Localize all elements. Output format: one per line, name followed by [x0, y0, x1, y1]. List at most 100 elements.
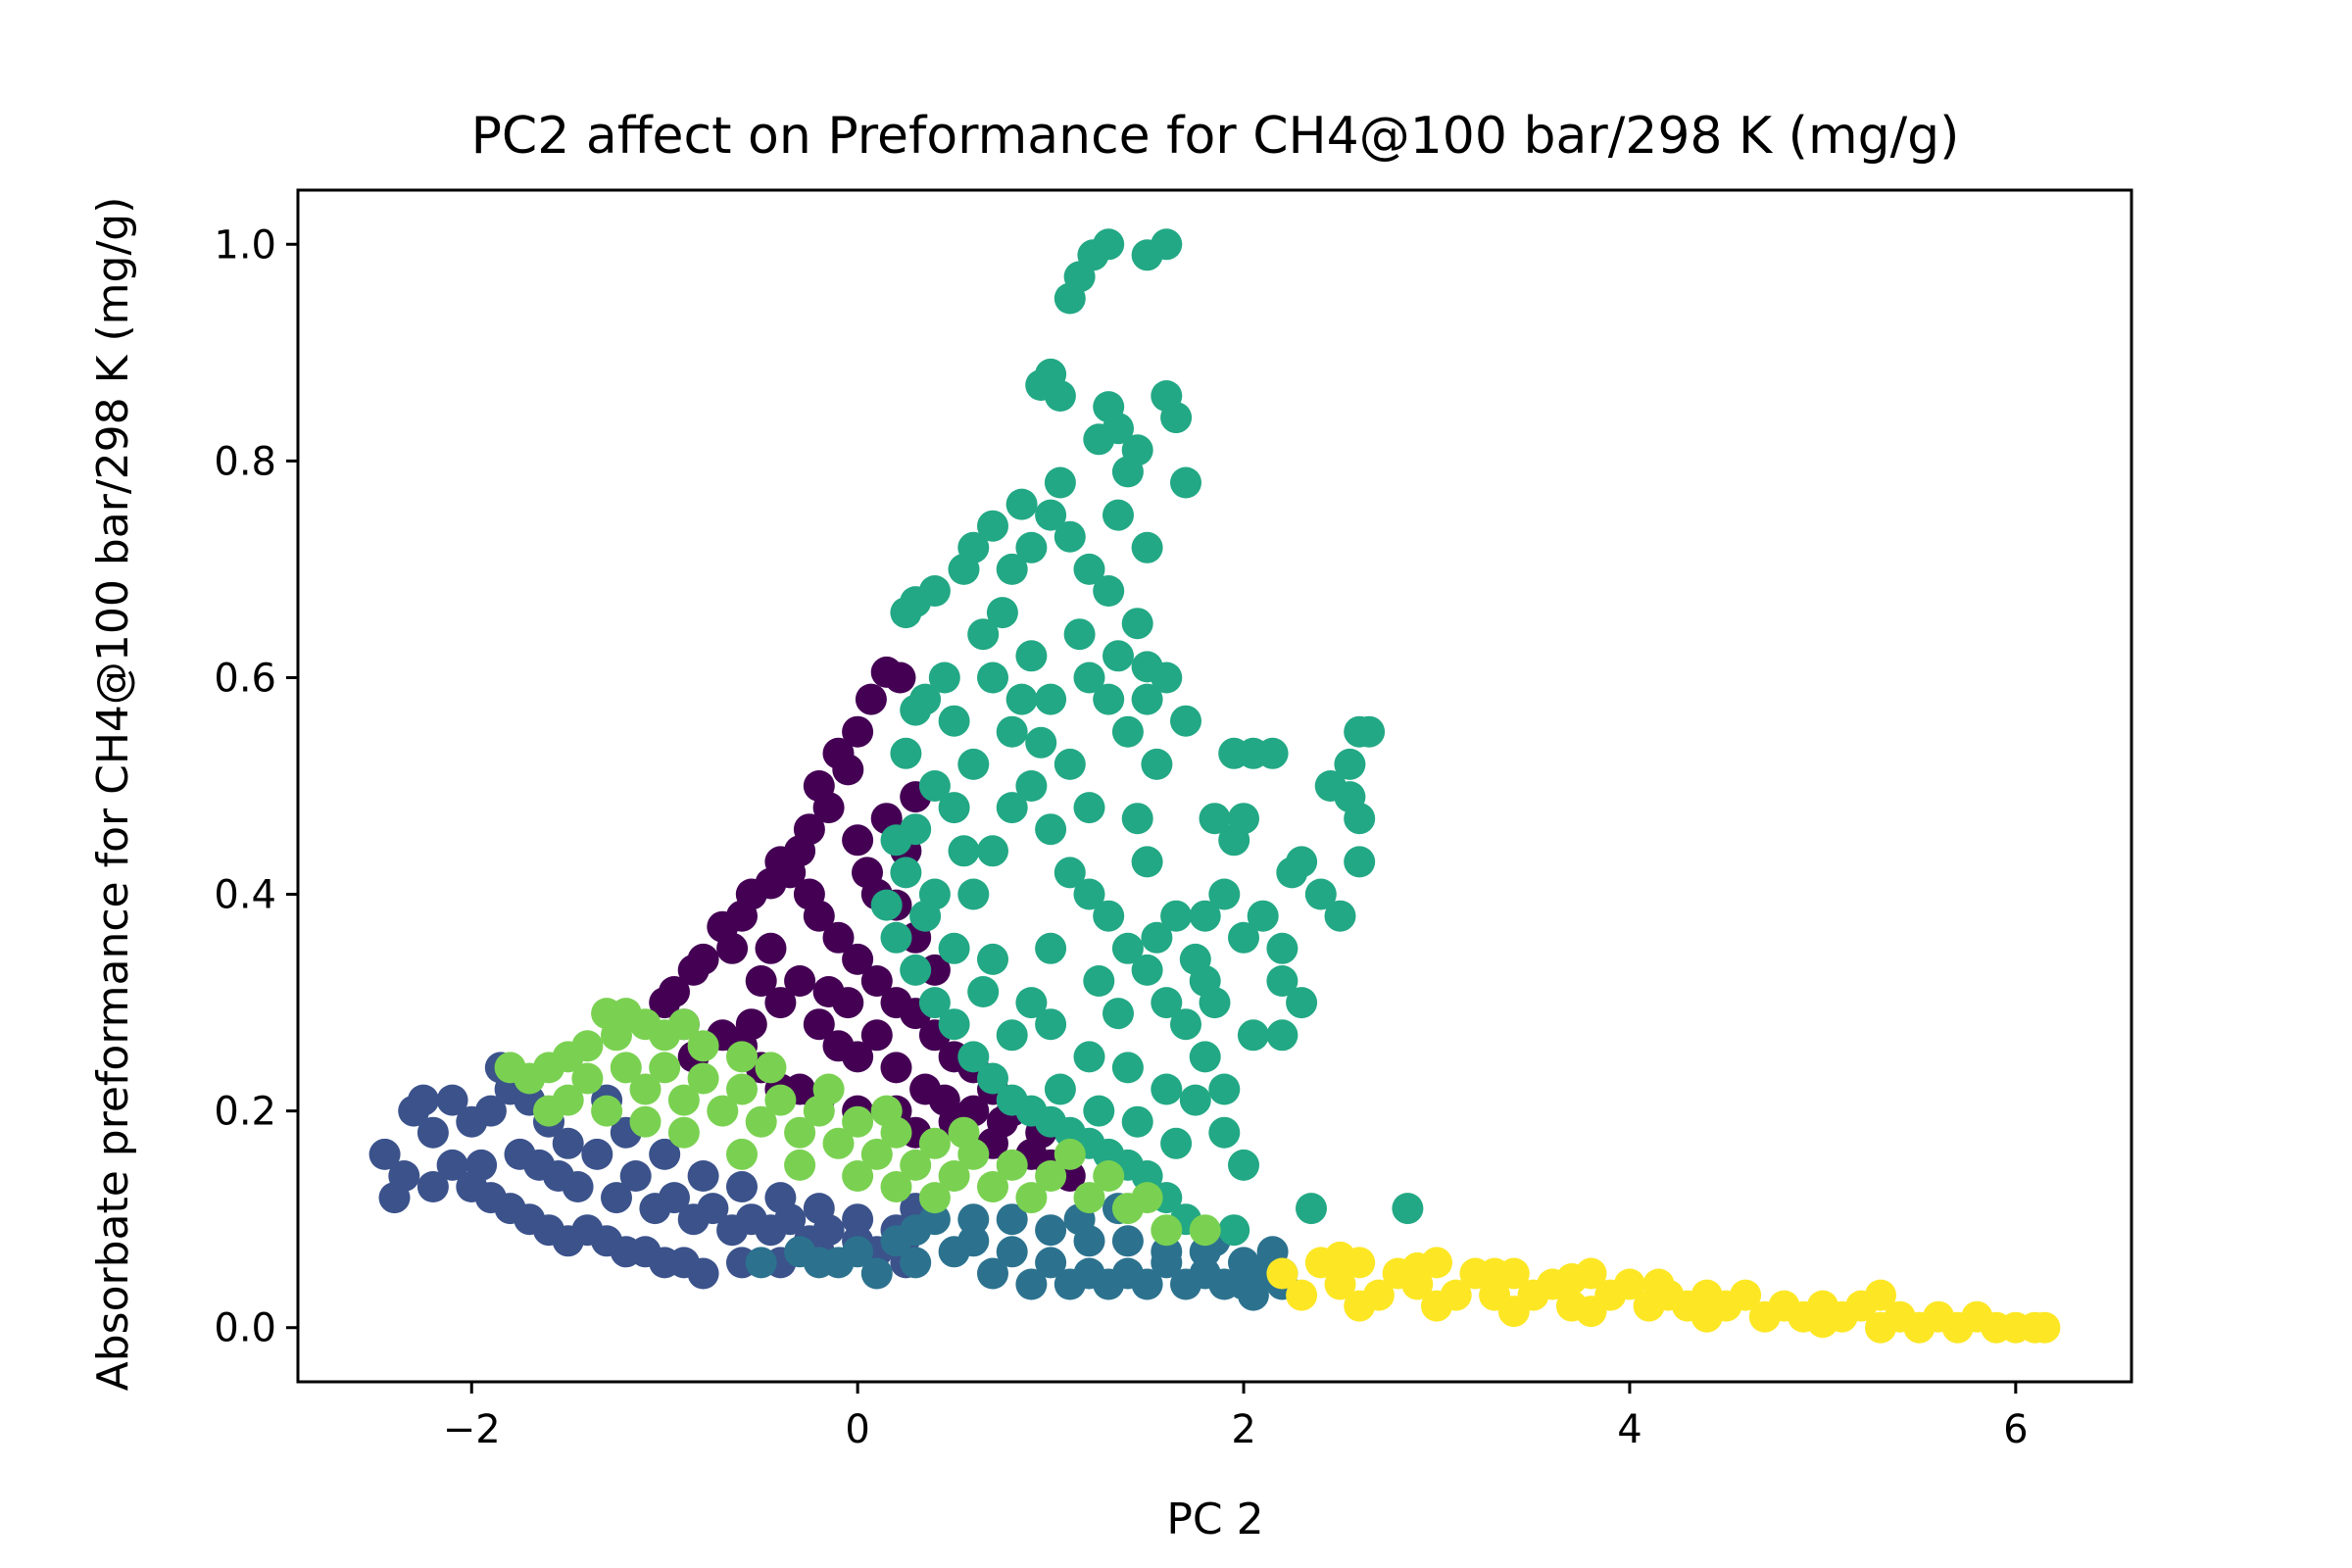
scatter-point — [1073, 662, 1105, 694]
scatter-point — [977, 1062, 1008, 1095]
y-tick-label: 0.4 — [214, 873, 276, 918]
scatter-point — [581, 1138, 613, 1170]
scatter-point — [909, 683, 942, 715]
scatter-point — [1421, 1290, 1452, 1322]
scatter-point — [1131, 846, 1163, 878]
scatter-point — [735, 1203, 767, 1236]
scatter-point — [918, 770, 951, 802]
scatter-point — [909, 900, 942, 932]
scatter-point — [842, 943, 874, 975]
scatter-point — [1151, 987, 1183, 1019]
scatter-point — [1266, 1019, 1298, 1052]
scatter-point — [1131, 239, 1163, 271]
scatter-point — [1286, 846, 1318, 878]
scatter-point — [996, 1149, 1028, 1181]
scatter-point — [822, 921, 855, 954]
scatter-point — [957, 1041, 990, 1073]
scatter-point — [677, 954, 710, 986]
scatter-point — [1189, 1041, 1221, 1073]
x-tick-label: −2 — [443, 1407, 501, 1452]
scatter-point — [629, 1073, 662, 1105]
scatter-point — [1083, 965, 1115, 997]
scatter-point — [938, 1008, 970, 1041]
scatter-point — [1497, 1296, 1530, 1328]
scatter-point — [745, 1105, 777, 1138]
scatter-point — [1131, 1160, 1163, 1192]
scatter-point — [884, 662, 916, 694]
scatter-point — [1690, 1300, 1723, 1333]
scatter-point — [822, 1127, 855, 1159]
scatter-point — [860, 965, 893, 997]
scatter-point — [1344, 803, 1376, 835]
x-axis: −2 0 2 4 6 — [443, 1382, 2029, 1452]
scatter-point — [1035, 1214, 1067, 1247]
y-tick-label: 0.0 — [214, 1306, 276, 1351]
scatter-point — [1256, 737, 1289, 769]
scatter-point — [619, 1160, 652, 1192]
scatter-point — [1228, 1247, 1259, 1279]
scatter-point — [1015, 1268, 1048, 1300]
scatter-point — [1575, 1296, 1607, 1328]
scatter-point — [784, 965, 816, 997]
scatter-point — [1111, 932, 1144, 964]
scatter-point — [1344, 1290, 1376, 1322]
scatter-point — [957, 1225, 990, 1257]
scatter-point — [552, 1127, 584, 1159]
scatter-point — [1044, 1073, 1076, 1105]
scatter-point — [918, 1127, 951, 1159]
scatter-point — [1865, 1279, 1896, 1311]
scatter-point — [880, 1171, 912, 1202]
scatter-point — [812, 1214, 845, 1247]
scatter-point — [1344, 846, 1376, 878]
scatter-point — [1015, 770, 1048, 802]
scatter-point — [1189, 965, 1221, 997]
scatter-point — [977, 943, 1008, 975]
scatter-point — [1073, 1182, 1105, 1214]
scatter-point — [938, 792, 970, 824]
scatter-point — [1015, 987, 1048, 1019]
scatter-point — [938, 1160, 970, 1192]
scatter-point — [1151, 662, 1183, 694]
scatter-point — [388, 1160, 420, 1192]
scatter-point — [1266, 1257, 1298, 1290]
scatter-point — [1266, 932, 1298, 964]
scatter-point — [977, 510, 1008, 542]
scatter-point — [996, 553, 1028, 585]
scatter-point — [659, 1182, 690, 1214]
scatter-point — [1228, 1149, 1259, 1181]
scatter-point — [938, 932, 970, 964]
scatter-point — [957, 1203, 990, 1236]
scatter-point — [977, 835, 1008, 867]
scatter-point — [1228, 921, 1259, 954]
scatter-point — [687, 1030, 719, 1062]
scatter-point — [793, 878, 825, 910]
scatter-point — [1102, 413, 1134, 445]
scatter-point — [977, 662, 1008, 694]
scatter-point — [1353, 715, 1386, 748]
scatter-point — [842, 824, 874, 857]
series-4 — [494, 998, 1221, 1247]
scatter-point — [1025, 726, 1057, 759]
scatter-point — [1005, 683, 1038, 715]
scatter-point — [880, 824, 912, 857]
scatter-point — [368, 1138, 401, 1170]
scatter-point — [1111, 456, 1144, 488]
scatter-point — [1035, 1160, 1067, 1192]
scatter-point — [1642, 1268, 1675, 1300]
scatter-point — [1131, 683, 1163, 715]
scatter-point — [466, 1149, 498, 1181]
scatter-point — [610, 1052, 642, 1084]
scatter-point — [1981, 1311, 2013, 1344]
scatter-point — [1189, 900, 1221, 932]
scatter-point — [977, 1171, 1008, 1202]
scatter-point — [1208, 878, 1241, 910]
scatter-point — [1324, 1241, 1356, 1273]
scatter-point — [1170, 1268, 1201, 1300]
scatter-point — [649, 1138, 681, 1170]
scatter-point — [726, 1171, 758, 1202]
scatter-point — [996, 715, 1028, 748]
scatter-point — [890, 597, 922, 629]
scatter-point — [860, 1019, 893, 1052]
scatter-point — [416, 1116, 449, 1149]
scatter-point — [1063, 618, 1096, 651]
